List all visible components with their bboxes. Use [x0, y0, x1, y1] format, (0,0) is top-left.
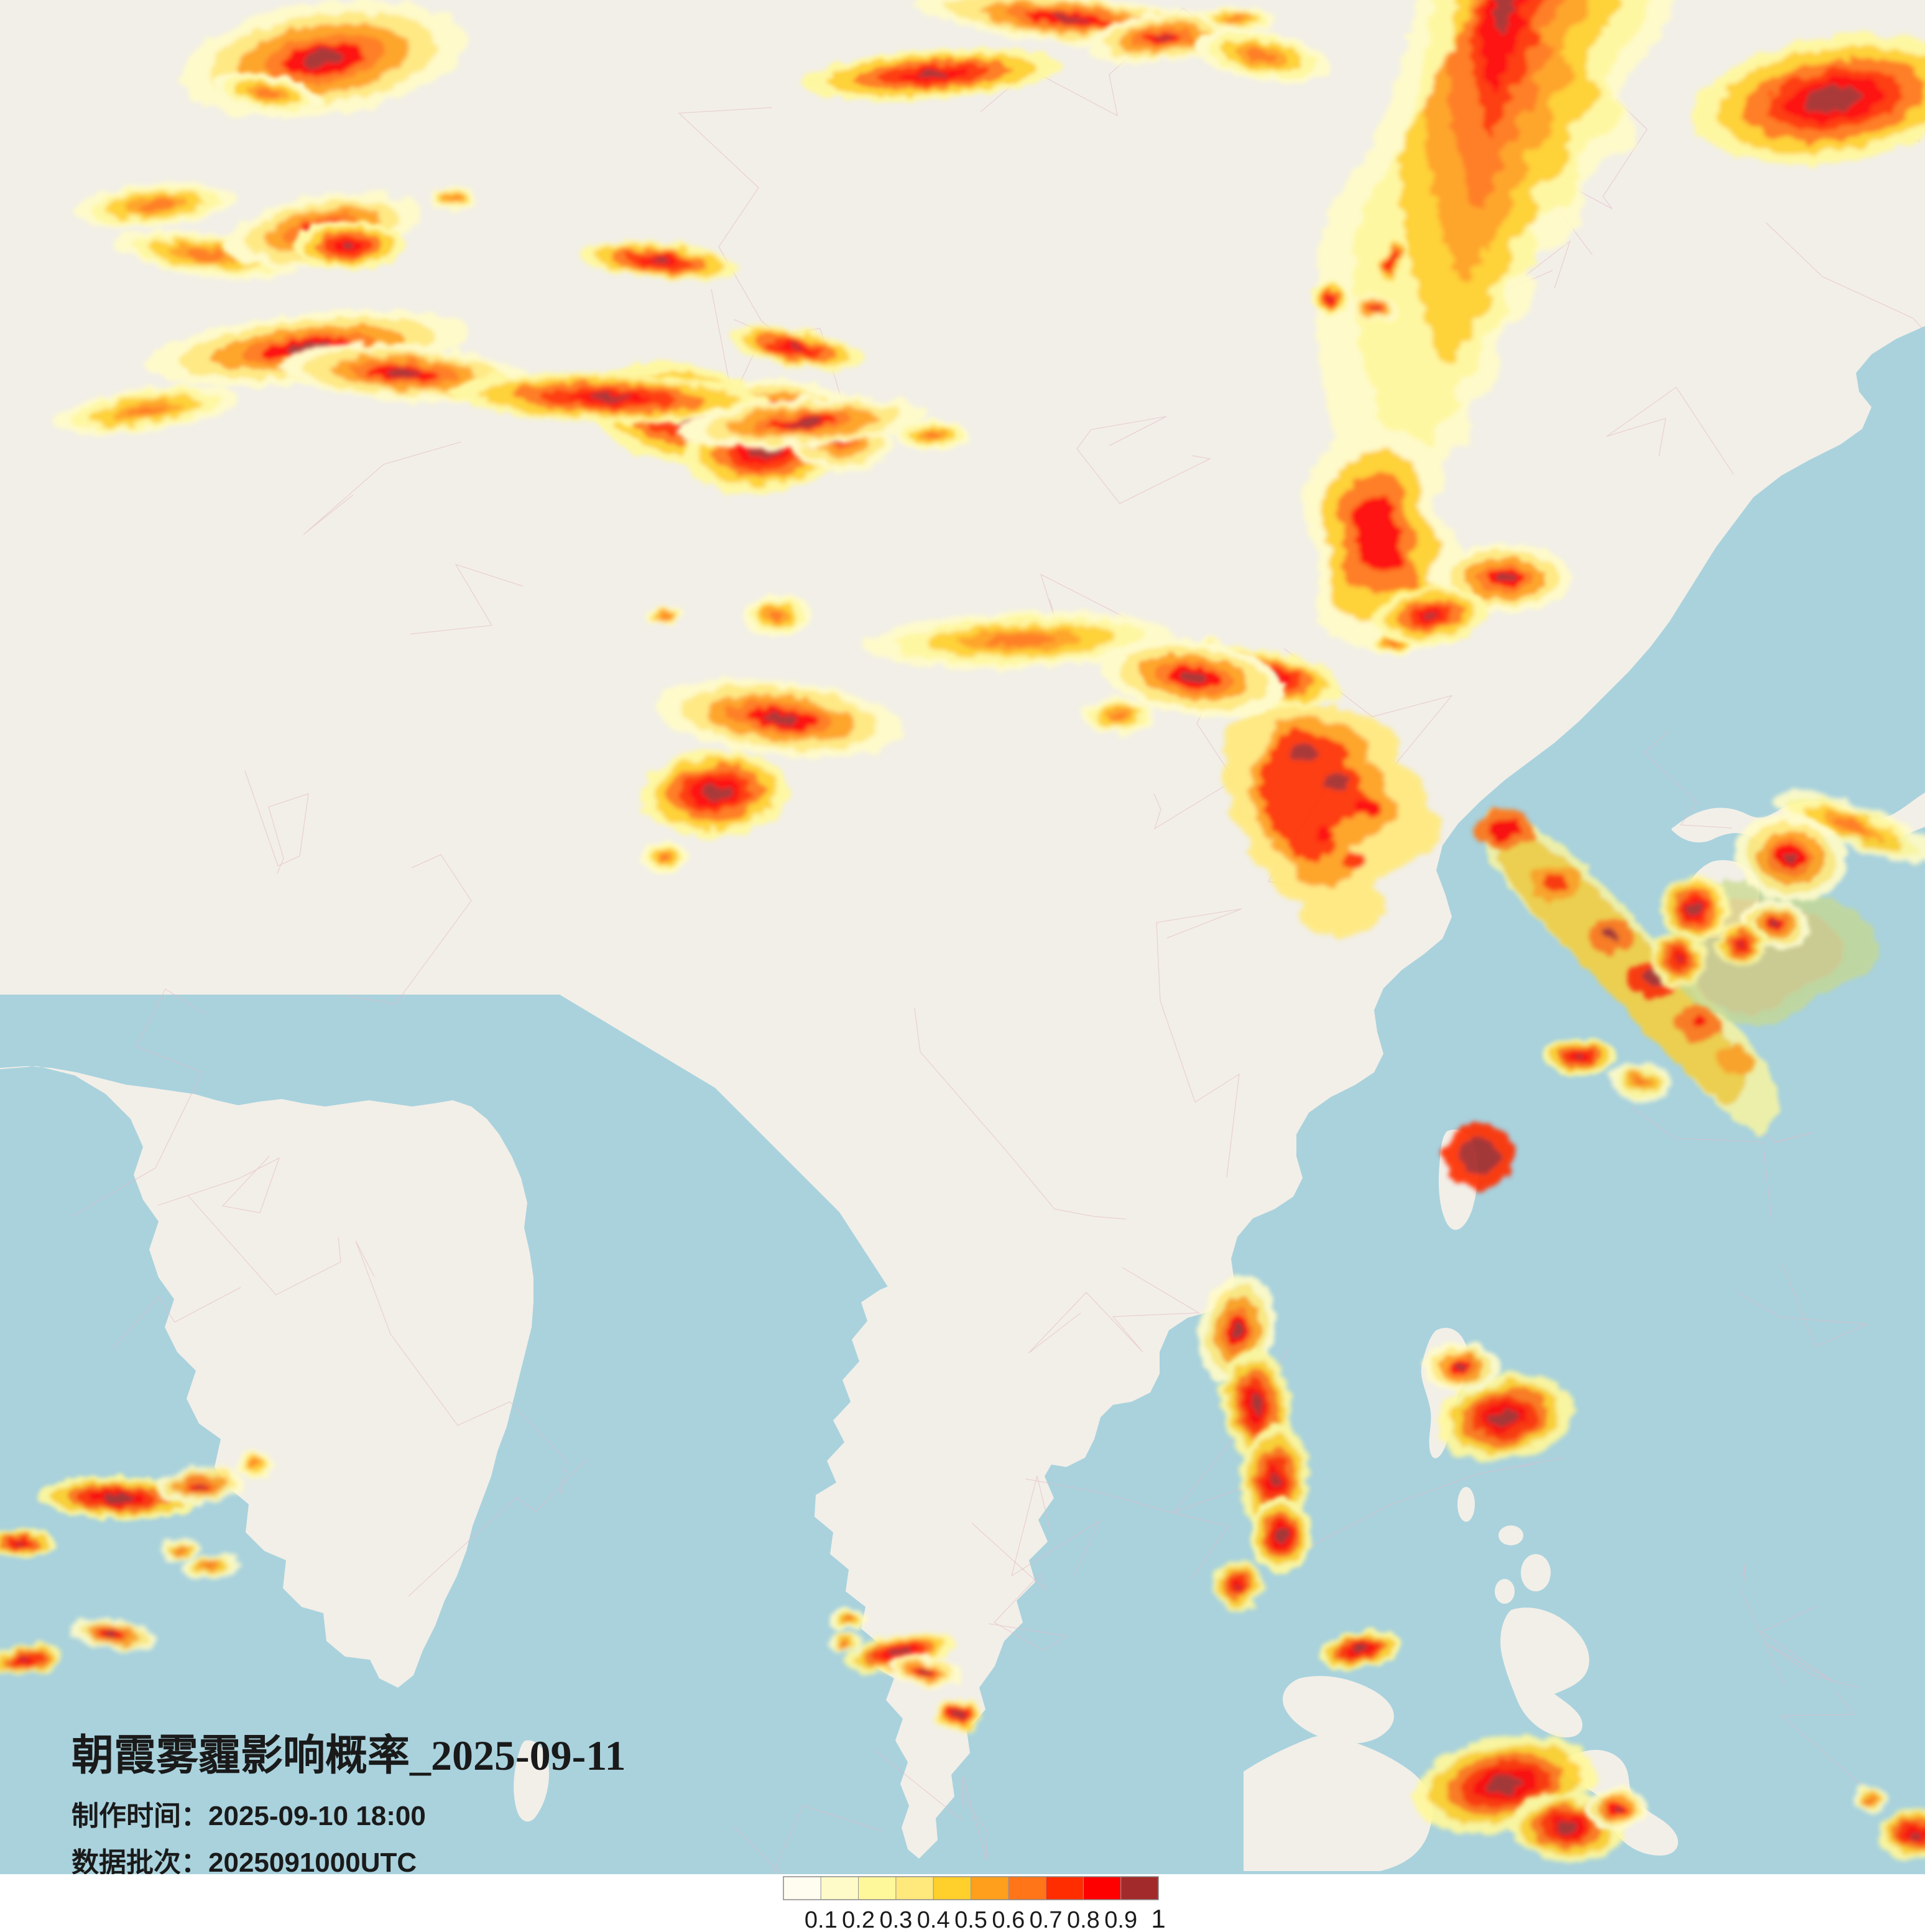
svg-text:0.7: 0.7 — [1030, 1907, 1063, 1932]
svg-text:0.5: 0.5 — [954, 1907, 987, 1932]
svg-text:1: 1 — [1151, 1904, 1165, 1932]
svg-text:0.8: 0.8 — [1067, 1907, 1100, 1932]
svg-text:0.1: 0.1 — [805, 1907, 838, 1932]
svg-text:制作时间：2025-09-10 18:00: 制作时间：2025-09-10 18:00 — [72, 1801, 426, 1831]
svg-text:0.2: 0.2 — [842, 1907, 875, 1932]
svg-text:朝霞雾霾影响概率_2025-09-11: 朝霞雾霾影响概率_2025-09-11 — [72, 1732, 626, 1779]
svg-text:0.4: 0.4 — [917, 1907, 950, 1932]
svg-text:0.3: 0.3 — [879, 1907, 912, 1932]
svg-text:0.9: 0.9 — [1104, 1907, 1137, 1932]
svg-text:数据批次：2025091000UTC: 数据批次：2025091000UTC — [72, 1847, 417, 1878]
svg-text:0.6: 0.6 — [992, 1907, 1025, 1932]
